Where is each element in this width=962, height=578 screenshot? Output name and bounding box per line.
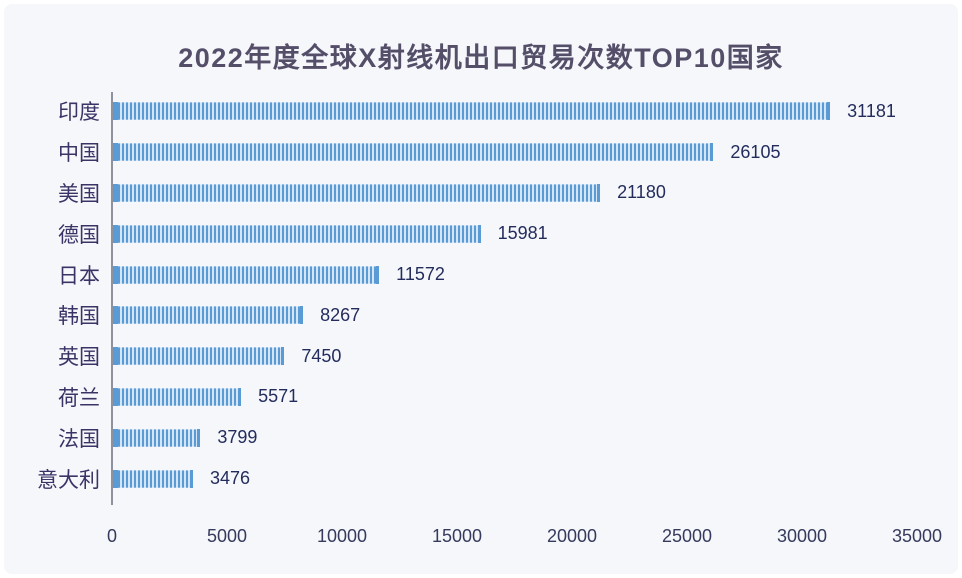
x-axis-tick-label: 30000 (776, 526, 828, 546)
value-label: 26105 (730, 141, 781, 162)
bar-row: 德国 15981 (4, 213, 958, 254)
category-label: 意大利 (37, 468, 100, 492)
category-label: 韩国 (58, 305, 100, 329)
value-label: 21180 (617, 182, 666, 203)
value-label: 11572 (396, 264, 445, 285)
bar-row: 荷兰 5571 (4, 377, 958, 418)
bar (113, 306, 304, 325)
bar-row: 中国 26105 (4, 132, 958, 173)
value-label: 3476 (209, 468, 250, 489)
category-label: 美国 (58, 182, 100, 206)
value-label: 3799 (217, 427, 258, 448)
bar (113, 143, 714, 162)
bar-row: 法国 3799 (4, 417, 958, 458)
value-label: 7450 (301, 345, 342, 366)
category-label: 法国 (58, 427, 100, 451)
bar (113, 102, 831, 121)
x-axis-tick-label: 10000 (316, 526, 368, 546)
bar-row: 日本 11572 (4, 254, 958, 295)
x-axis-tick-label: 35000 (891, 526, 943, 546)
x-axis-tick-label: 20000 (546, 526, 598, 546)
category-label: 印度 (58, 101, 100, 125)
bar (113, 183, 601, 202)
bar-row: 意大利 3476 (4, 458, 958, 499)
x-axis: 0 5000 10000 15000 20000 25000 30000 35000 (4, 526, 958, 550)
category-label: 英国 (58, 346, 100, 370)
bar (113, 224, 481, 243)
bar (113, 469, 193, 488)
bar (113, 428, 201, 447)
category-label: 德国 (58, 223, 100, 247)
bar-row: 印度 31181 (4, 91, 958, 132)
bar-row: 英国 7450 (4, 336, 958, 377)
x-axis-tick-label: 0 (106, 526, 118, 546)
value-label: 31181 (847, 100, 896, 121)
value-label: 5571 (258, 386, 299, 407)
bar-row: 韩国 8267 (4, 295, 958, 336)
category-label: 中国 (58, 142, 100, 166)
bar-row: 美国 21180 (4, 173, 958, 214)
bar (113, 387, 242, 406)
x-axis-tick-label: 5000 (206, 526, 248, 546)
x-axis-tick-label: 15000 (431, 526, 483, 546)
category-label: 荷兰 (58, 386, 100, 410)
value-label: 15981 (497, 223, 548, 244)
category-label: 日本 (58, 264, 100, 288)
value-label: 8267 (320, 304, 361, 325)
chart-title: 2022年度全球X射线机出口贸易次数TOP10国家 (178, 43, 784, 73)
x-axis-tick-label: 25000 (661, 526, 713, 546)
bar-rows-container: 印度 31181 中国 26105 美国 21180 德国 15981 日本 11572 韩国 826… (4, 91, 958, 499)
chart-panel: 2022年度全球X射线机出口贸易次数TOP10国家 印度 31181 中国 26105… (4, 4, 958, 574)
y-axis-line (111, 92, 113, 505)
bar (113, 265, 380, 284)
bar (113, 347, 285, 366)
